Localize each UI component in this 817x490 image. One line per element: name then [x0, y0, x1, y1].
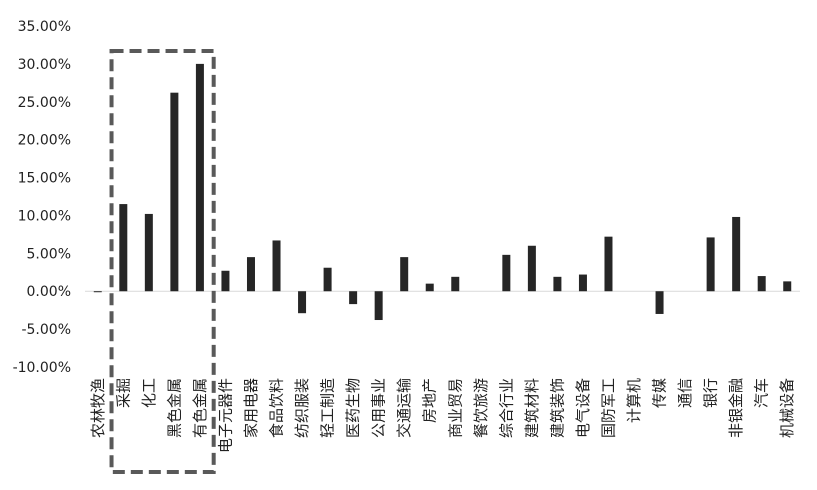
x-category-label: 建筑装饰 — [548, 378, 566, 438]
x-category-label: 银行 — [702, 378, 720, 408]
y-tick-label: 20.00% — [18, 133, 71, 149]
x-category-label: 化工 — [140, 378, 158, 408]
bar — [349, 291, 358, 305]
x-category-label: 餐饮旅游 — [472, 378, 490, 438]
highlight-box — [109, 49, 216, 474]
x-category-label: 交通运输 — [395, 378, 413, 438]
x-category-label: 商业贸易 — [446, 378, 464, 438]
y-tick-label: 30.00% — [18, 57, 71, 73]
bar — [706, 237, 715, 292]
x-category-label: 食品饮料 — [268, 378, 286, 438]
y-tick-label: 15.00% — [18, 171, 71, 187]
y-tick-label: -5.00% — [21, 322, 71, 338]
x-category-label: 农林牧渔 — [89, 378, 107, 438]
y-axis: -10.00% -5.00% 0.00% 5.00% 10.00% 15.00% 20.00… — [13, 19, 71, 376]
bar — [425, 283, 434, 292]
x-category-label: 计算机 — [625, 378, 643, 423]
bar — [170, 92, 179, 292]
y-tick-label: -10.00% — [13, 360, 71, 376]
bar — [783, 281, 792, 292]
bar — [144, 213, 153, 292]
bar — [195, 63, 204, 292]
x-axis: 农林牧渔 采掘 化工 黑色金属 有色金属 电子元器件 家用电器 食品饮料 纺织服装 轻工制造 医药生… — [89, 378, 796, 453]
bar — [732, 216, 741, 292]
bar — [604, 236, 613, 292]
x-category-label: 建筑材料 — [523, 378, 541, 438]
y-tick-label: 35.00% — [18, 19, 71, 35]
bar — [757, 276, 766, 292]
bar — [93, 291, 102, 293]
x-category-label: 家用电器 — [242, 378, 260, 438]
bar — [655, 291, 664, 314]
bar-series — [93, 63, 792, 321]
x-category-label: 房地产 — [421, 378, 439, 423]
bar — [221, 270, 230, 292]
bar — [374, 291, 383, 321]
bar — [527, 245, 536, 292]
x-category-label: 电气设备 — [574, 378, 592, 438]
y-tick-label: 10.00% — [18, 208, 71, 224]
y-tick-label: 25.00% — [18, 95, 71, 111]
x-category-label: 有色金属 — [191, 378, 209, 438]
x-category-label: 轻工制造 — [319, 378, 337, 438]
bar — [553, 276, 562, 292]
x-category-label: 采掘 — [114, 378, 132, 408]
x-category-label: 医药生物 — [344, 378, 362, 438]
bar — [451, 276, 460, 292]
x-category-label: 通信 — [676, 378, 694, 408]
x-category-label: 综合行业 — [497, 378, 515, 438]
bar — [400, 257, 409, 292]
bar — [298, 291, 307, 314]
x-category-label: 电子元器件 — [216, 378, 234, 453]
bar — [323, 267, 332, 292]
x-category-label: 非银金融 — [727, 378, 745, 438]
y-tick-label: 5.00% — [27, 246, 71, 262]
x-category-label: 纺织服装 — [293, 378, 311, 438]
bar — [272, 240, 281, 292]
x-category-label: 汽车 — [753, 378, 771, 408]
bar — [578, 274, 587, 292]
x-category-label: 国防军工 — [599, 378, 617, 438]
x-category-label: 黑色金属 — [165, 378, 183, 438]
y-tick-label: 0.00% — [27, 284, 71, 300]
bar — [119, 204, 128, 292]
bar — [502, 254, 511, 292]
bar — [246, 257, 255, 292]
x-category-label: 机械设备 — [778, 378, 796, 438]
x-category-label: 传媒 — [651, 378, 669, 408]
x-category-label: 公用事业 — [370, 378, 388, 438]
